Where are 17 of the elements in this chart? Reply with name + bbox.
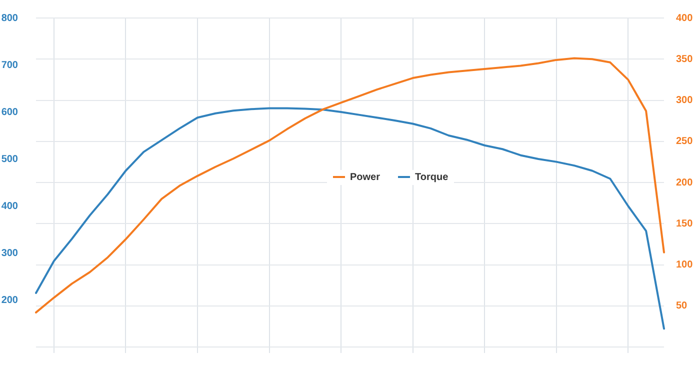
y-tick-label: 800 bbox=[1, 12, 18, 24]
y-tick-label: 500 bbox=[1, 154, 18, 165]
y2-tick-label: 200 bbox=[676, 177, 694, 188]
y-tick-label: 200 bbox=[1, 294, 18, 306]
legend-label: Torque bbox=[414, 172, 448, 183]
y2-tick-label: 50 bbox=[676, 300, 688, 312]
legend-label: Power bbox=[349, 172, 380, 183]
y-tick-label: 600 bbox=[1, 106, 18, 118]
y2-tick-label: 100 bbox=[676, 260, 694, 270]
y-tick-label: 400 bbox=[1, 200, 18, 212]
y2-tick-label: 250 bbox=[676, 136, 694, 148]
y-tick-label: 300 bbox=[1, 248, 18, 259]
y2-tick-label: 400 bbox=[676, 12, 694, 24]
y2-tick-label: 150 bbox=[676, 218, 694, 230]
y2-tick-label: 300 bbox=[676, 95, 694, 106]
y2-tick-label: 350 bbox=[676, 54, 694, 65]
y-tick-label: 700 bbox=[1, 60, 18, 71]
